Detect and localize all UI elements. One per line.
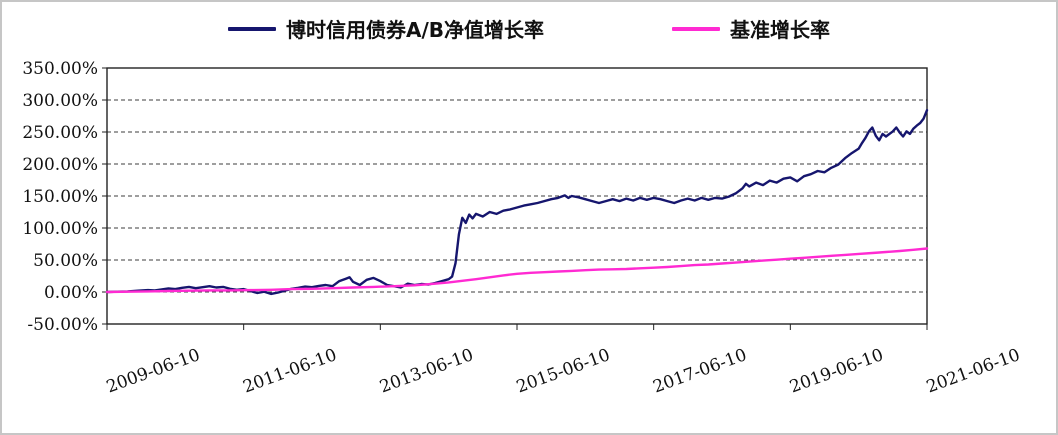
legend-item-benchmark: 基准增长率 bbox=[672, 14, 830, 43]
x-tick-label: 2019-06-10 bbox=[787, 345, 886, 397]
x-tick-label: 2013-06-10 bbox=[377, 345, 476, 397]
x-tick-label: 2021-06-10 bbox=[924, 345, 1023, 397]
x-tick-label: 2011-06-10 bbox=[240, 345, 339, 397]
y-tick-label: -50.00% bbox=[27, 315, 98, 335]
legend-item-fund: 博时信用债券A/B净值增长率 bbox=[227, 14, 545, 43]
x-tick-label: 2017-06-10 bbox=[650, 345, 749, 397]
y-tick-label: 250.00% bbox=[22, 123, 98, 143]
legend-line-fund-icon bbox=[227, 26, 276, 31]
y-tick-label: 300.00% bbox=[22, 91, 98, 111]
y-tick-label: 350.00% bbox=[22, 59, 98, 79]
chart-legend: 博时信用债券A/B净值增长率 基准增长率 bbox=[2, 14, 1056, 43]
x-tick-label: 2009-06-10 bbox=[104, 345, 203, 397]
y-tick-label: 0.00% bbox=[44, 283, 98, 303]
x-tick-label: 2015-06-10 bbox=[514, 345, 613, 397]
y-tick-label: 50.00% bbox=[33, 251, 98, 271]
legend-label-benchmark: 基准增长率 bbox=[730, 18, 831, 42]
legend-line-benchmark-icon bbox=[672, 26, 721, 31]
y-tick-label: 150.00% bbox=[22, 187, 98, 207]
y-tick-label: 100.00% bbox=[22, 219, 98, 239]
series-line-0 bbox=[105, 108, 929, 296]
legend-label-fund: 博时信用债券A/B净值增长率 bbox=[285, 18, 545, 42]
series-line-1 bbox=[105, 247, 929, 294]
y-tick-label: 200.00% bbox=[22, 155, 98, 175]
